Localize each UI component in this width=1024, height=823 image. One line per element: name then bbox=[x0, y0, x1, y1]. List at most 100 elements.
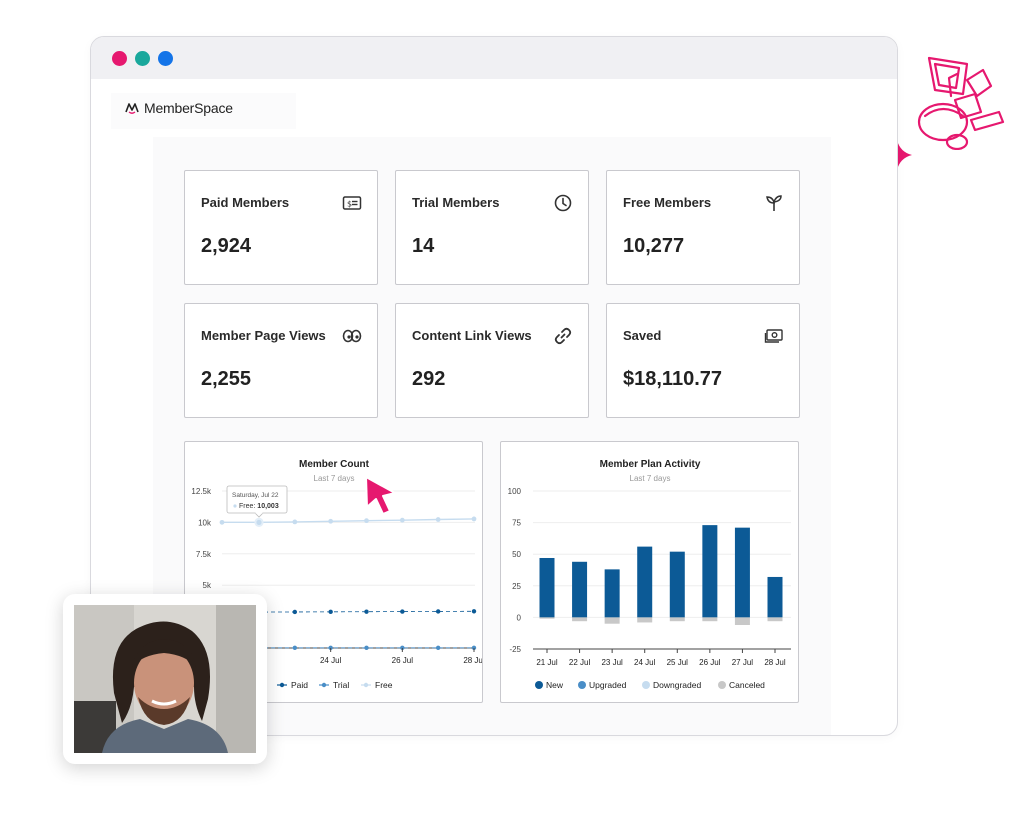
chart-subtitle: Last 7 days bbox=[314, 474, 355, 483]
legend-label: Upgraded bbox=[589, 680, 627, 690]
stat-value: 10,277 bbox=[623, 235, 685, 257]
legend-marker bbox=[321, 682, 327, 688]
presenter-photo bbox=[74, 605, 256, 753]
x-tick-label: 22 Jul bbox=[569, 658, 591, 667]
bar-new bbox=[669, 551, 685, 618]
legend-marker bbox=[279, 682, 285, 688]
data-point bbox=[328, 609, 333, 615]
stat-value: 2,255 bbox=[201, 368, 252, 390]
chart-title: Member Count bbox=[299, 459, 370, 470]
cash-icon bbox=[764, 329, 783, 343]
y-tick-label: 100 bbox=[508, 487, 522, 496]
logo-icon bbox=[125, 103, 139, 114]
data-point bbox=[292, 645, 298, 651]
bar-new bbox=[572, 561, 588, 618]
webcam-overlay bbox=[63, 594, 267, 764]
x-tick-label: 25 Jul bbox=[667, 658, 689, 667]
legend-label: New bbox=[546, 680, 564, 690]
stat-card-content-link-views[interactable]: Content Link Views 292 bbox=[395, 303, 589, 418]
x-tick-label: 28 Jul bbox=[764, 658, 786, 667]
chart-tooltip: Saturday, Jul 22 Free: 10,003 bbox=[226, 485, 288, 518]
data-point bbox=[471, 645, 477, 651]
bar-canceled bbox=[734, 617, 750, 625]
data-point bbox=[435, 609, 441, 614]
maximize-window-button[interactable] bbox=[158, 51, 173, 66]
data-point bbox=[328, 645, 333, 651]
data-point bbox=[400, 609, 405, 614]
stat-card-member-page-views[interactable]: Member Page Views 2,255 bbox=[184, 303, 378, 418]
tooltip-value: 10,003 bbox=[257, 503, 279, 510]
brand-header: MemberSpace bbox=[111, 93, 296, 129]
bar-new bbox=[734, 527, 750, 618]
cursor-pointer-icon bbox=[365, 476, 396, 515]
doodle-decoration bbox=[917, 56, 1005, 150]
stat-value: 2,924 bbox=[201, 235, 252, 257]
bar-canceled bbox=[637, 617, 653, 623]
bar-chart-svg: Member Plan Activity Last 7 days 100 75 50… bbox=[508, 459, 791, 690]
legend-label: Paid bbox=[291, 680, 308, 690]
stat-value: $18,110.77 bbox=[623, 368, 722, 390]
y-tick-label: 75 bbox=[512, 519, 521, 528]
x-tick-label: 26 Jul bbox=[699, 658, 721, 667]
legend-label: Trial bbox=[333, 680, 349, 690]
stat-label: Trial Members bbox=[412, 195, 500, 210]
data-point bbox=[435, 517, 441, 522]
member-plan-activity-chart: Member Plan Activity Last 7 days 100 75 50… bbox=[500, 441, 799, 703]
x-tick-label: 24 Jul bbox=[320, 656, 342, 665]
link-icon bbox=[554, 327, 572, 345]
data-point bbox=[471, 516, 477, 522]
legend-marker bbox=[363, 682, 369, 688]
stat-label: Member Page Views bbox=[201, 328, 326, 343]
bar-new bbox=[637, 546, 653, 618]
data-point bbox=[400, 645, 405, 651]
bar-canceled bbox=[604, 617, 620, 624]
stat-card-saved[interactable]: Saved $18,110.77 bbox=[606, 303, 800, 418]
y-tick-label: 50 bbox=[512, 550, 521, 559]
bar-canceled bbox=[572, 617, 588, 622]
brand-name: MemberSpace bbox=[144, 100, 233, 116]
close-window-button[interactable] bbox=[112, 51, 127, 66]
svg-text:Free: 10,003: Free: 10,003 bbox=[239, 503, 279, 510]
stat-card-paid-members[interactable]: Paid Members 2,924 $ bbox=[184, 170, 378, 285]
legend-label: Downgraded bbox=[653, 680, 701, 690]
data-point bbox=[435, 645, 441, 651]
bar-new bbox=[539, 557, 555, 618]
data-point bbox=[292, 519, 298, 525]
tooltip-date: Saturday, Jul 22 bbox=[232, 492, 279, 499]
bar-canceled bbox=[669, 617, 685, 622]
y-tick-label: 7.5k bbox=[196, 550, 212, 559]
stat-value: 292 bbox=[412, 368, 446, 390]
legend-marker bbox=[642, 681, 650, 689]
series-line-free bbox=[222, 518, 475, 524]
data-point bbox=[364, 645, 369, 651]
bar-canceled bbox=[767, 617, 783, 622]
clock-icon bbox=[554, 194, 572, 212]
stat-card-trial-members[interactable]: Trial Members 14 bbox=[395, 170, 589, 285]
stat-card-free-members[interactable]: Free Members 10,277 bbox=[606, 170, 800, 285]
legend-marker bbox=[535, 681, 543, 689]
data-point bbox=[364, 609, 369, 614]
y-tick-label: 25 bbox=[512, 582, 521, 591]
bar-new bbox=[604, 569, 620, 618]
legend-marker bbox=[718, 681, 726, 689]
chart-title: Member Plan Activity bbox=[600, 459, 701, 470]
window-titlebar bbox=[91, 37, 897, 79]
tooltip-series: Free bbox=[239, 503, 254, 510]
stat-label: Content Link Views bbox=[412, 328, 532, 343]
x-tick-label: 21 Jul bbox=[536, 658, 558, 667]
data-point bbox=[219, 519, 225, 525]
x-tick-label: 27 Jul bbox=[732, 658, 754, 667]
legend-label: Canceled bbox=[729, 680, 765, 690]
data-point bbox=[399, 517, 405, 523]
minimize-window-button[interactable] bbox=[135, 51, 150, 66]
y-tick-label: 12.5k bbox=[191, 487, 212, 496]
stat-label: Paid Members bbox=[201, 195, 290, 210]
stat-value: 14 bbox=[412, 235, 435, 257]
sprout-icon bbox=[766, 195, 782, 211]
data-point bbox=[471, 609, 477, 614]
x-tick-label: 23 Jul bbox=[601, 658, 623, 667]
y-tick-label: 5k bbox=[203, 581, 212, 590]
legend-marker bbox=[578, 681, 586, 689]
stat-label: Free Members bbox=[623, 195, 712, 210]
dashboard-content: Paid Members 2,924 $ Trial Members 14 Fr… bbox=[153, 137, 831, 735]
